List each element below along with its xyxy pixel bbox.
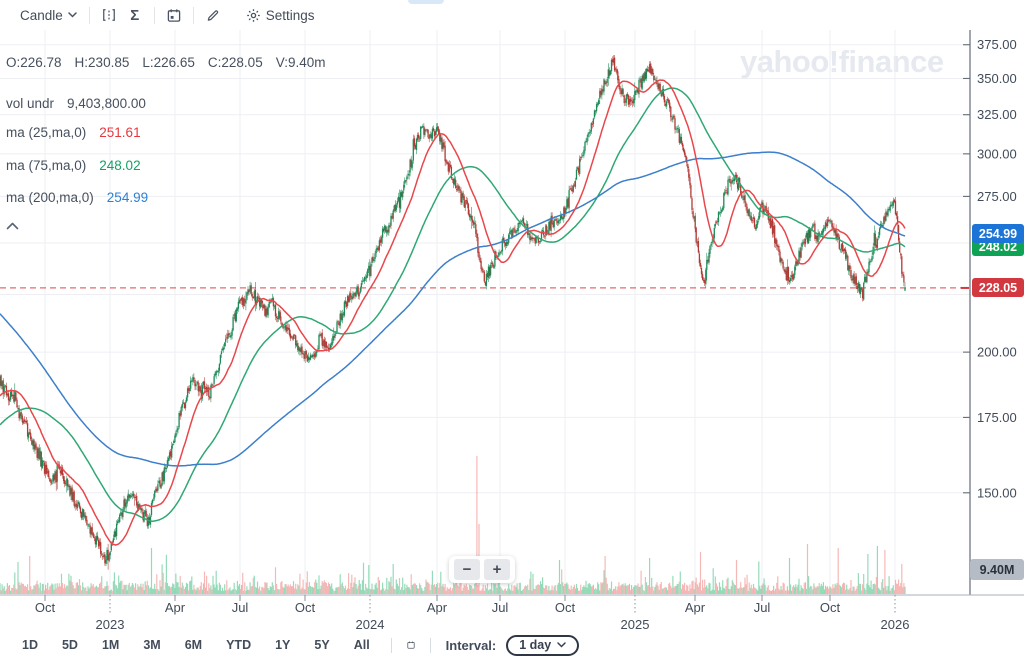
ohlc-low: L:226.65 — [142, 55, 195, 70]
ma75-line — [0, 87, 906, 522]
ohlc-volume: V:9.40m — [275, 55, 326, 70]
ma25-value: 251.61 — [99, 125, 141, 140]
range-button-ytd[interactable]: YTD — [226, 638, 252, 652]
ma200-badge: 254.99 — [972, 224, 1024, 243]
moving-average-lines — [0, 79, 906, 546]
interval-label: Interval: — [445, 637, 497, 653]
interval-value: 1 day — [519, 638, 552, 652]
range-button-1d[interactable]: 1D — [22, 638, 38, 652]
chevron-up-icon — [6, 222, 19, 230]
draw-pencil-icon[interactable] — [200, 2, 226, 28]
x-axis-year-label: 2023 — [96, 617, 125, 632]
yahoo-finance-watermark: yahoo!finance — [740, 44, 944, 79]
x-axis-month-label: Jul — [754, 600, 771, 615]
gear-icon — [246, 8, 260, 22]
y-axis-label: 325.00 — [977, 107, 1017, 122]
ma200-value: 254.99 — [106, 190, 149, 205]
toolbar-separator — [390, 637, 392, 653]
pencil-icon — [207, 9, 218, 21]
ma75-value: 248.02 — [99, 158, 141, 173]
indicators-sigma-icon[interactable]: Σ — [122, 2, 148, 28]
x-axis-month-label: Apr — [685, 600, 706, 615]
range-button-1m[interactable]: 1M — [101, 638, 120, 652]
candle-display-icon[interactable] — [96, 2, 122, 28]
y-axis-label: 275.00 — [977, 189, 1017, 204]
volume-indicator-label: vol undr — [6, 96, 55, 111]
x-axis-month-label: Oct — [555, 600, 576, 615]
range-toolbar: 1D 5D 1M 3M 6M YTD 1Y 5Y All Interval: 1 day — [0, 634, 1024, 656]
ma200-line — [0, 151, 906, 467]
y-axis-label: 300.00 — [977, 146, 1017, 161]
range-button-6m[interactable]: 6M — [184, 638, 203, 652]
toolbar-separator — [429, 637, 431, 653]
volume-indicator-value: 9,403,800.00 — [67, 96, 146, 111]
y-axis-label: 200.00 — [977, 345, 1017, 360]
range-button-3m[interactable]: 3M — [143, 638, 161, 652]
x-axis-month-label: Apr — [427, 600, 448, 615]
toolbar-separator — [88, 6, 90, 24]
volume-bars — [0, 456, 906, 594]
zoom-out-button[interactable]: − — [454, 559, 480, 580]
calendar-icon — [407, 641, 415, 649]
top-scroll-smudge — [408, 0, 444, 4]
ma25-label: ma (25,ma,0) — [6, 125, 87, 140]
ohlc-high: H:230.85 — [74, 55, 130, 70]
settings-button[interactable]: Settings — [240, 2, 321, 28]
volume-indicator-row: vol undr 9,403,800.00 — [6, 96, 159, 111]
ohlc-close: C:228.05 — [207, 55, 263, 70]
x-axis-year-label: 2025 — [621, 617, 650, 632]
calendar-icon — [167, 8, 181, 22]
ma200-label: ma (200,ma,0) — [6, 190, 94, 205]
y-axis-label: 150.00 — [977, 485, 1017, 500]
y-axis-label: 350.00 — [977, 71, 1017, 86]
axes: 375.00 350.00 325.00 300.00 275.00 200.00 175.… — [0, 30, 1024, 632]
x-axis-month-label: Oct — [35, 600, 56, 615]
x-axis-month-label: Jul — [232, 600, 249, 615]
x-axis-month-label: Apr — [165, 600, 186, 615]
candlestick-series — [0, 55, 906, 570]
x-axis-month-label: Oct — [820, 600, 841, 615]
x-axis-month-label: Jul — [492, 600, 509, 615]
settings-label: Settings — [265, 7, 315, 23]
range-button-1y[interactable]: 1Y — [275, 638, 291, 652]
last-price-badge: 228.05 — [972, 278, 1024, 297]
ma75-label: ma (75,ma,0) — [6, 158, 87, 173]
ma25-row: ma (25,ma,0) 251.61 — [6, 125, 154, 140]
ma75-row: ma (75,ma,0) 248.02 — [6, 158, 154, 173]
range-button-all[interactable]: All — [353, 638, 370, 652]
x-axis-year-label: 2024 — [356, 617, 385, 632]
ma25-line — [0, 79, 906, 546]
events-calendar-icon[interactable] — [161, 2, 187, 28]
range-buttons: 1D 5D 1M 3M 6M YTD 1Y 5Y All — [10, 638, 382, 652]
x-axis-year-label: 2026 — [881, 617, 910, 632]
zoom-in-button[interactable]: + — [484, 559, 510, 580]
y-axis-label: 175.00 — [977, 410, 1017, 425]
legend-collapse-button[interactable] — [4, 216, 21, 235]
ohlc-readout: O:226.78 H:230.85 L:226.65 C:228.05 V:9.40m — [6, 55, 338, 70]
chevron-down-icon — [557, 642, 566, 648]
x-axis-month-label: Oct — [295, 600, 316, 615]
y-axis-label: 375.00 — [977, 37, 1017, 52]
chart-type-dropdown[interactable]: Candle — [14, 2, 83, 28]
custom-date-range-button[interactable] — [401, 635, 421, 655]
toolbar-separator — [153, 6, 155, 24]
toolbar-separator — [192, 6, 194, 24]
chart-type-label: Candle — [20, 7, 63, 23]
chart-top-toolbar: Candle Σ — [0, 0, 1024, 30]
interval-dropdown[interactable]: 1 day — [506, 634, 580, 656]
ohlc-open: O:226.78 — [6, 55, 62, 70]
zoom-controls: − + — [449, 556, 515, 583]
ma200-row: ma (200,ma,0) 254.99 — [6, 190, 161, 205]
volume-badge: 9.40M — [970, 559, 1024, 580]
chevron-down-icon — [68, 12, 77, 18]
range-button-5d[interactable]: 5D — [61, 638, 78, 652]
range-button-5y[interactable]: 5Y — [314, 638, 330, 652]
bracket-candle-icon — [102, 9, 115, 21]
